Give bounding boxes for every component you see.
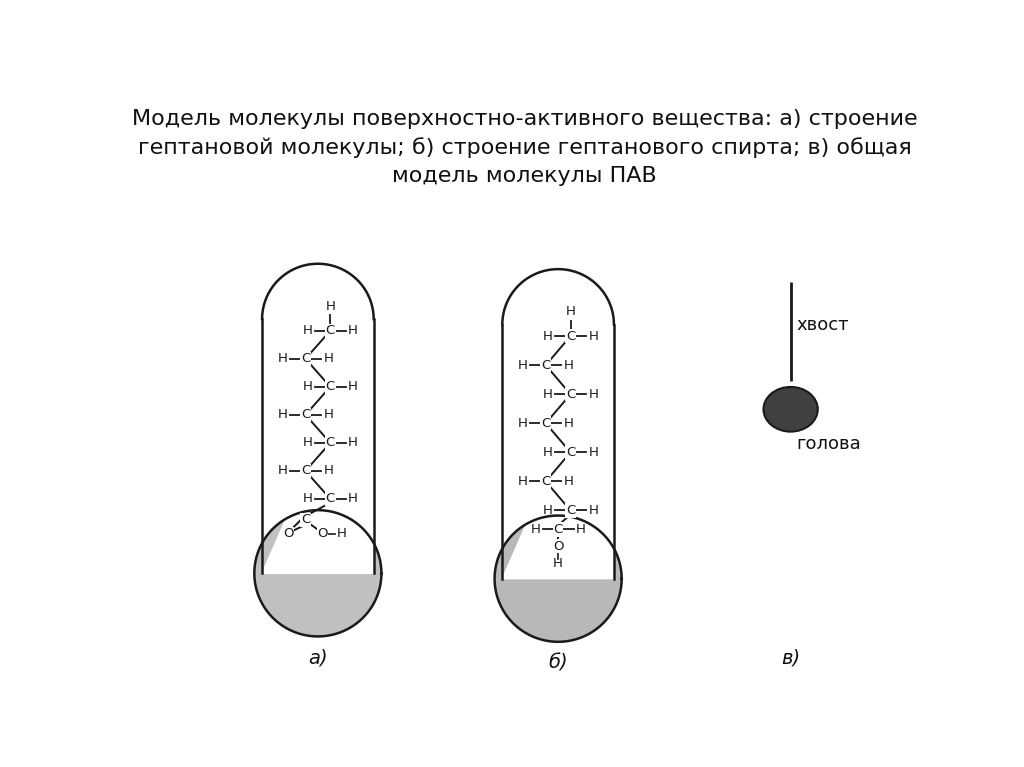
Text: H: H bbox=[278, 408, 288, 421]
Text: O: O bbox=[317, 527, 328, 540]
Text: H: H bbox=[302, 380, 312, 393]
Text: хвост: хвост bbox=[797, 315, 849, 334]
Text: H: H bbox=[324, 408, 333, 421]
Text: H: H bbox=[563, 475, 573, 488]
Text: H: H bbox=[337, 527, 347, 540]
Text: C: C bbox=[301, 408, 310, 421]
Text: H: H bbox=[589, 504, 598, 517]
Text: C: C bbox=[566, 504, 575, 517]
Text: голова: голова bbox=[797, 435, 861, 453]
Text: C: C bbox=[301, 513, 310, 526]
Text: C: C bbox=[566, 330, 575, 343]
Text: H: H bbox=[302, 492, 312, 505]
Text: H: H bbox=[563, 359, 573, 372]
Text: O: O bbox=[553, 540, 563, 553]
Text: H: H bbox=[563, 416, 573, 430]
Text: H: H bbox=[518, 359, 528, 372]
Text: H: H bbox=[530, 523, 541, 536]
Text: H: H bbox=[589, 388, 598, 400]
Text: H: H bbox=[543, 388, 553, 400]
Ellipse shape bbox=[764, 387, 818, 432]
Text: H: H bbox=[518, 416, 528, 430]
Text: H: H bbox=[348, 436, 358, 449]
Text: C: C bbox=[326, 324, 335, 337]
Text: H: H bbox=[278, 352, 288, 365]
Text: C: C bbox=[566, 446, 575, 459]
Text: H: H bbox=[324, 352, 333, 365]
Text: H: H bbox=[543, 330, 553, 343]
Text: H: H bbox=[326, 300, 335, 313]
Text: H: H bbox=[565, 305, 575, 318]
Text: Модель молекулы поверхностно-активного вещества: а) строение
гептановой молекулы: Модель молекулы поверхностно-активного в… bbox=[132, 109, 918, 186]
Text: H: H bbox=[543, 504, 553, 517]
Text: в): в) bbox=[781, 648, 800, 667]
Text: C: C bbox=[301, 464, 310, 477]
Text: H: H bbox=[348, 380, 358, 393]
Text: C: C bbox=[541, 475, 550, 488]
Circle shape bbox=[495, 515, 622, 642]
Text: H: H bbox=[543, 446, 553, 459]
Text: C: C bbox=[541, 359, 550, 372]
Text: H: H bbox=[348, 324, 358, 337]
Text: C: C bbox=[326, 380, 335, 393]
Text: H: H bbox=[302, 436, 312, 449]
Text: H: H bbox=[575, 523, 586, 536]
Text: H: H bbox=[518, 475, 528, 488]
Text: H: H bbox=[278, 464, 288, 477]
Text: C: C bbox=[566, 388, 575, 400]
Text: б): б) bbox=[548, 654, 568, 673]
Text: C: C bbox=[301, 352, 310, 365]
Text: H: H bbox=[589, 330, 598, 343]
Polygon shape bbox=[262, 264, 374, 573]
Text: H: H bbox=[324, 464, 333, 477]
Text: C: C bbox=[541, 416, 550, 430]
Text: O: O bbox=[284, 527, 294, 540]
Text: C: C bbox=[554, 523, 563, 536]
Polygon shape bbox=[503, 269, 614, 578]
Text: C: C bbox=[326, 492, 335, 505]
Text: H: H bbox=[553, 557, 563, 570]
Circle shape bbox=[254, 510, 381, 637]
Text: H: H bbox=[348, 492, 358, 505]
Text: а): а) bbox=[308, 648, 328, 667]
Text: H: H bbox=[302, 324, 312, 337]
Text: H: H bbox=[589, 446, 598, 459]
Text: C: C bbox=[326, 436, 335, 449]
